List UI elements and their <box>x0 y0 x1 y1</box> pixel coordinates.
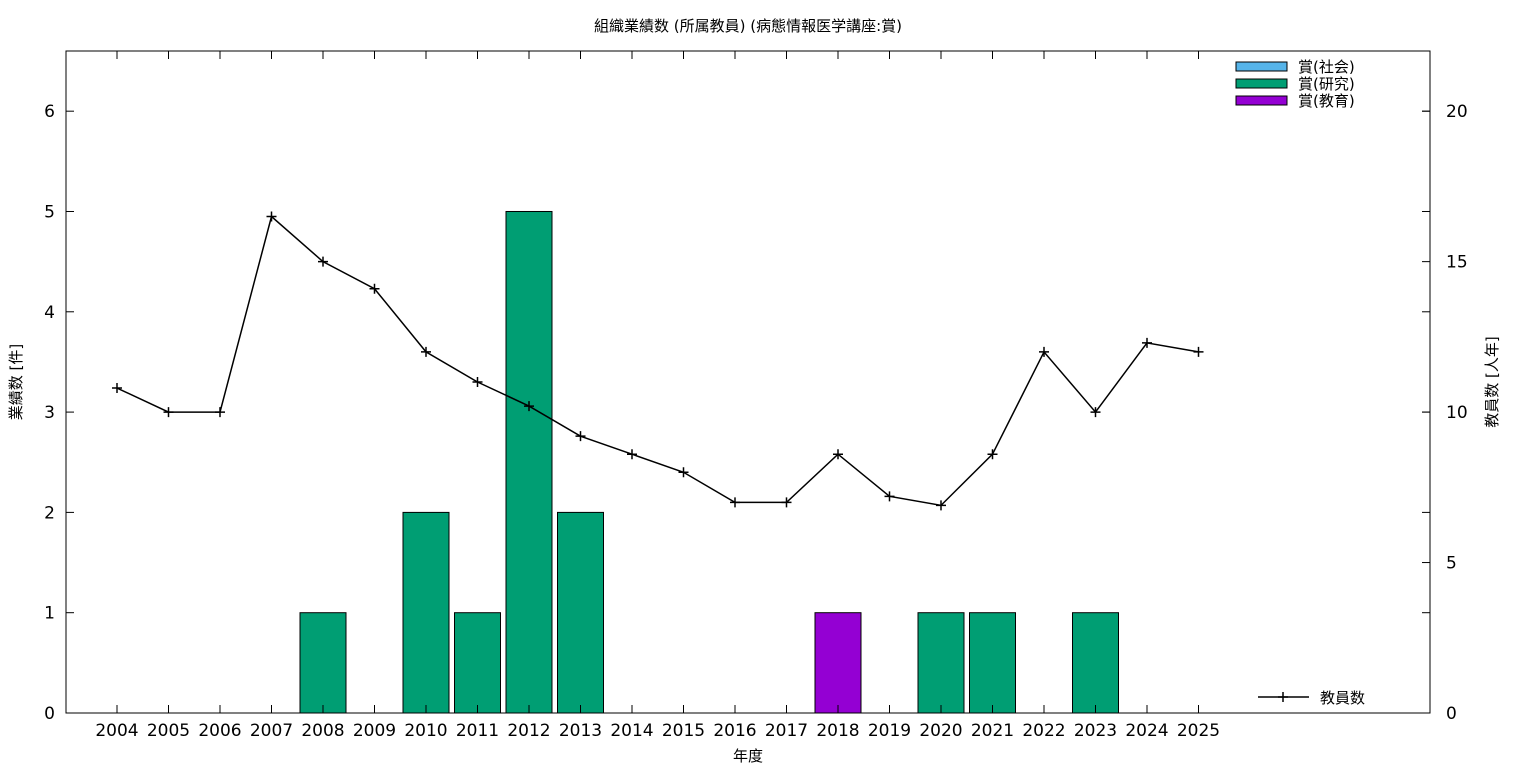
teacher-count-point-2006 <box>215 407 225 418</box>
teacher-count-point-2025 <box>1193 346 1204 357</box>
x-tick-label: 2013 <box>559 721 602 741</box>
legend-label: 教員数 <box>1320 689 1365 707</box>
x-tick-label: 2016 <box>713 721 756 741</box>
y-tick-label: 5 <box>44 202 55 222</box>
teacher-count-point-2021 <box>987 449 998 460</box>
y2-tick-label: 0 <box>1446 704 1457 724</box>
teacher-count-point-2016 <box>730 497 740 508</box>
teacher-count-point-2011 <box>472 377 483 387</box>
teacher-count-point-2014 <box>627 449 637 460</box>
bars-group <box>299 210 1119 714</box>
x-tick-label: 2019 <box>868 721 911 741</box>
legend-swatch <box>1235 95 1288 106</box>
y-tick-label: 4 <box>44 303 55 323</box>
bar-2008 <box>299 612 347 714</box>
x-tick-label: 2022 <box>1022 721 1065 741</box>
bar-2018 <box>814 612 862 714</box>
teacher-count-point-2019 <box>884 491 895 502</box>
x-tick-label: 2023 <box>1074 721 1117 741</box>
x-tick-label: 2025 <box>1177 721 1220 741</box>
x-tick-label: 2004 <box>95 721 138 741</box>
teacher-count-point-2008 <box>318 256 328 267</box>
teacher-count-point-2005 <box>163 407 174 418</box>
y-tick-label: 0 <box>44 704 55 724</box>
teacher-count-point-2023 <box>1090 407 1101 418</box>
x-tick-label: 2015 <box>662 721 705 741</box>
teacher-count-point-2018 <box>833 449 843 460</box>
x-tick-label: 2007 <box>250 721 293 741</box>
plot-border <box>65 50 1431 714</box>
teacher-count-point-2015 <box>678 467 689 478</box>
teacher-count-line-group <box>112 211 1204 511</box>
y2-tick-label: 10 <box>1446 403 1468 423</box>
teacher-count-point-2004 <box>112 383 122 394</box>
bar-2023 <box>1072 612 1119 714</box>
legend: 賞(社会)賞(研究)賞(教育) 教員数 <box>1235 58 1365 707</box>
teacher-count-point-2009 <box>369 283 380 294</box>
teacher-count-point-2020 <box>936 500 946 511</box>
legend-swatch <box>1235 61 1288 72</box>
bar-2020 <box>917 612 965 714</box>
legend-swatch <box>1235 78 1288 89</box>
x-tick-label: 2021 <box>971 721 1014 741</box>
x-tick-label: 2018 <box>816 721 859 741</box>
teacher-count-point-2012 <box>524 401 534 412</box>
bar-2012 <box>505 210 553 714</box>
teacher-count-line <box>116 215 1199 507</box>
y2-tick-label: 5 <box>1446 554 1457 574</box>
y2-axis-label: 教員数 [人年] <box>1483 336 1501 427</box>
bar-2011 <box>454 612 501 714</box>
y-tick-label: 3 <box>44 403 55 423</box>
x-tick-label: 2011 <box>456 721 499 741</box>
x-tick-label: 2009 <box>353 721 396 741</box>
x-tick-label: 2006 <box>198 721 241 741</box>
chart-title: 組織業績数 (所属教員) (病態情報医学講座:賞) <box>594 17 902 35</box>
y-axis-label: 業績数 [件] <box>7 344 25 420</box>
x-tick-label: 2008 <box>301 721 344 741</box>
bar-2010 <box>402 511 450 714</box>
x-tick-label: 2014 <box>610 721 653 741</box>
x-tick-label: 2012 <box>507 721 550 741</box>
x-tick-label: 2017 <box>765 721 808 741</box>
legend-label: 賞(研究) <box>1298 75 1355 93</box>
bar-2013 <box>557 511 604 714</box>
y2-tick-label: 20 <box>1446 102 1468 122</box>
x-axis-label: 年度 <box>733 747 763 765</box>
x-tick-label: 2010 <box>404 721 447 741</box>
bar-2021 <box>969 612 1016 714</box>
teacher-count-point-2017 <box>781 497 792 508</box>
x-tick-label: 2020 <box>919 721 962 741</box>
teacher-count-point-2013 <box>575 431 586 442</box>
axes-group: 0 1 2 3 4 5 6 0 5 10 15 20 2004 2005 2006 2007 2008 2009 2… <box>44 50 1468 741</box>
x-tick-label: 2005 <box>147 721 190 741</box>
teacher-count-point-2010 <box>421 346 431 357</box>
y2-tick-label: 15 <box>1446 253 1468 273</box>
x-tick-label: 2024 <box>1125 721 1168 741</box>
teacher-count-point-2022 <box>1039 346 1049 357</box>
legend-label: 賞(社会) <box>1298 58 1355 76</box>
teacher-count-point-2007 <box>266 211 277 222</box>
legend-line-marker <box>1278 692 1288 702</box>
y-tick-label: 1 <box>44 604 55 624</box>
teacher-count-point-2024 <box>1142 337 1152 348</box>
legend-label: 賞(教育) <box>1298 92 1355 110</box>
y-tick-label: 6 <box>44 102 55 122</box>
y-tick-label: 2 <box>44 503 55 523</box>
